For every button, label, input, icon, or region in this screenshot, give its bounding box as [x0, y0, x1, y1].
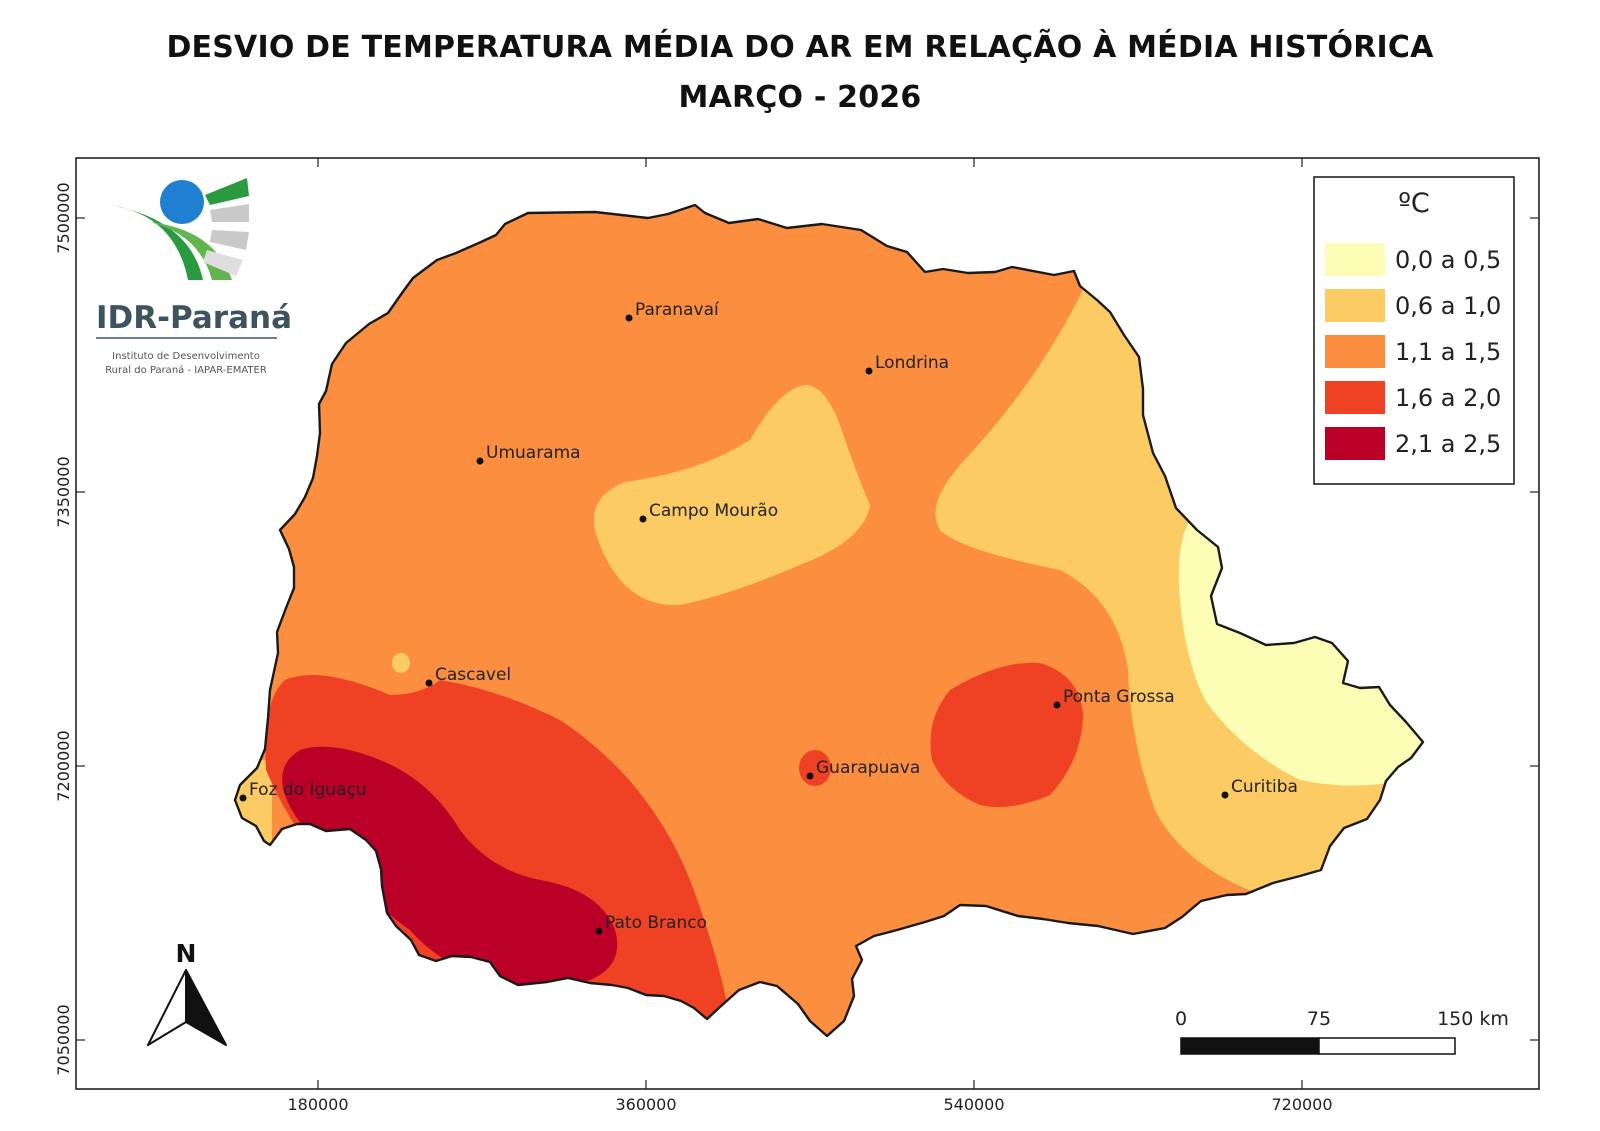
- legend-label: 1,6 a 2,0: [1395, 384, 1501, 412]
- logo-swoosh-icon: [110, 205, 203, 280]
- zone-0-6-a-1-0-campo-mourao: [593, 385, 870, 606]
- city-label-umuarama: Umuarama: [486, 443, 581, 463]
- north-arrow: N: [147, 939, 227, 1046]
- city-dot-curitiba: [1221, 791, 1229, 799]
- city-dot-ponta-grossa: [1053, 701, 1061, 709]
- x-tick-label: 540000: [943, 1095, 1004, 1114]
- city-label-guarapuava: Guarapuava: [816, 758, 920, 778]
- frame-ticks: [76, 158, 1539, 1089]
- idr-parana-logo: IDR-Paraná Instituto de Desenvolvimento …: [96, 178, 292, 376]
- city-label-londrina: Londrina: [875, 353, 949, 373]
- y-tick-label: 7350000: [54, 456, 73, 527]
- logo-ray-icon: [210, 230, 249, 250]
- legend-label: 1,1 a 1,5: [1395, 338, 1501, 366]
- zone-2-1-a-2-5: [282, 746, 618, 987]
- logo-subtitle: Rural do Paraná - IAPAR-EMATER: [105, 364, 267, 376]
- y-tick-label: 7500000: [54, 182, 73, 253]
- logo-ray-icon: [205, 178, 249, 205]
- x-tick-label: 720000: [1271, 1095, 1332, 1114]
- scale-label: 150 km: [1437, 1008, 1509, 1030]
- logo-sun-icon: [160, 180, 204, 224]
- city-dot-cascavel: [425, 679, 433, 687]
- legend-swatch: [1325, 243, 1385, 276]
- city-dot-campo-mourao: [639, 515, 647, 523]
- zone-1-6-a-2-0-ponta-grossa: [930, 662, 1083, 808]
- logo-subtitle: Instituto de Desenvolvimento: [112, 351, 260, 362]
- city-dot-umuarama: [476, 457, 484, 465]
- city-label-foz-do-iguacu: Foz do Iguaçu: [249, 780, 367, 800]
- city-dot-londrina: [865, 367, 873, 375]
- scale-label: 75: [1307, 1008, 1331, 1030]
- scale-label: 0: [1175, 1008, 1187, 1030]
- logo-ray-icon: [210, 204, 249, 222]
- scale-segment: [1318, 1037, 1456, 1055]
- y-tick-label: 7200000: [54, 730, 73, 801]
- logo-name: IDR-Paraná: [96, 300, 292, 336]
- city-label-ponta-grossa: Ponta Grossa: [1063, 687, 1175, 707]
- city-label-paranavai: Paranavaí: [635, 300, 720, 320]
- legend-unit: ºC: [1398, 188, 1430, 219]
- map-subtitle: MARÇO - 2026: [678, 80, 922, 115]
- map-title: DESVIO DE TEMPERATURA MÉDIA DO AR EM REL…: [166, 30, 1434, 65]
- city-dot-foz-do-iguacu: [239, 794, 247, 802]
- city-label-pato-branco: Pato Branco: [605, 913, 707, 933]
- x-tick-label: 180000: [287, 1095, 348, 1114]
- zone-0-6-a-1-0-spot: [392, 653, 410, 673]
- city-markers: Paranavaí Londrina Umuarama Campo Mourão…: [239, 300, 1298, 935]
- city-label-curitiba: Curitiba: [1231, 777, 1298, 797]
- north-label: N: [176, 939, 197, 968]
- x-tick-label: 360000: [615, 1095, 676, 1114]
- city-label-campo-mourao: Campo Mourão: [649, 501, 778, 521]
- city-label-cascavel: Cascavel: [435, 665, 511, 685]
- y-tick-label: 7050000: [54, 1004, 73, 1075]
- city-dot-pato-branco: [595, 927, 603, 935]
- legend-swatch: [1325, 289, 1385, 322]
- city-dot-paranavai: [625, 314, 633, 322]
- legend-label: 2,1 a 2,5: [1395, 430, 1501, 458]
- scale-segment: [1180, 1037, 1320, 1055]
- state-border: [233, 203, 1425, 1038]
- legend-swatch: [1325, 427, 1385, 460]
- legend-label: 0,0 a 0,5: [1395, 246, 1501, 274]
- city-dot-guarapuava: [806, 772, 814, 780]
- scale-bar: 0 75 150 km: [1175, 1008, 1509, 1055]
- north-arrow-icon: [185, 969, 227, 1046]
- legend-label: 0,6 a 1,0: [1395, 292, 1501, 320]
- legend-swatch: [1325, 335, 1385, 368]
- legend-swatch: [1325, 381, 1385, 414]
- legend: ºC 0,0 a 0,5 0,6 a 1,0 1,1 a 1,5 1,6 a 2…: [1313, 176, 1515, 485]
- logo-ray-icon: [203, 250, 243, 276]
